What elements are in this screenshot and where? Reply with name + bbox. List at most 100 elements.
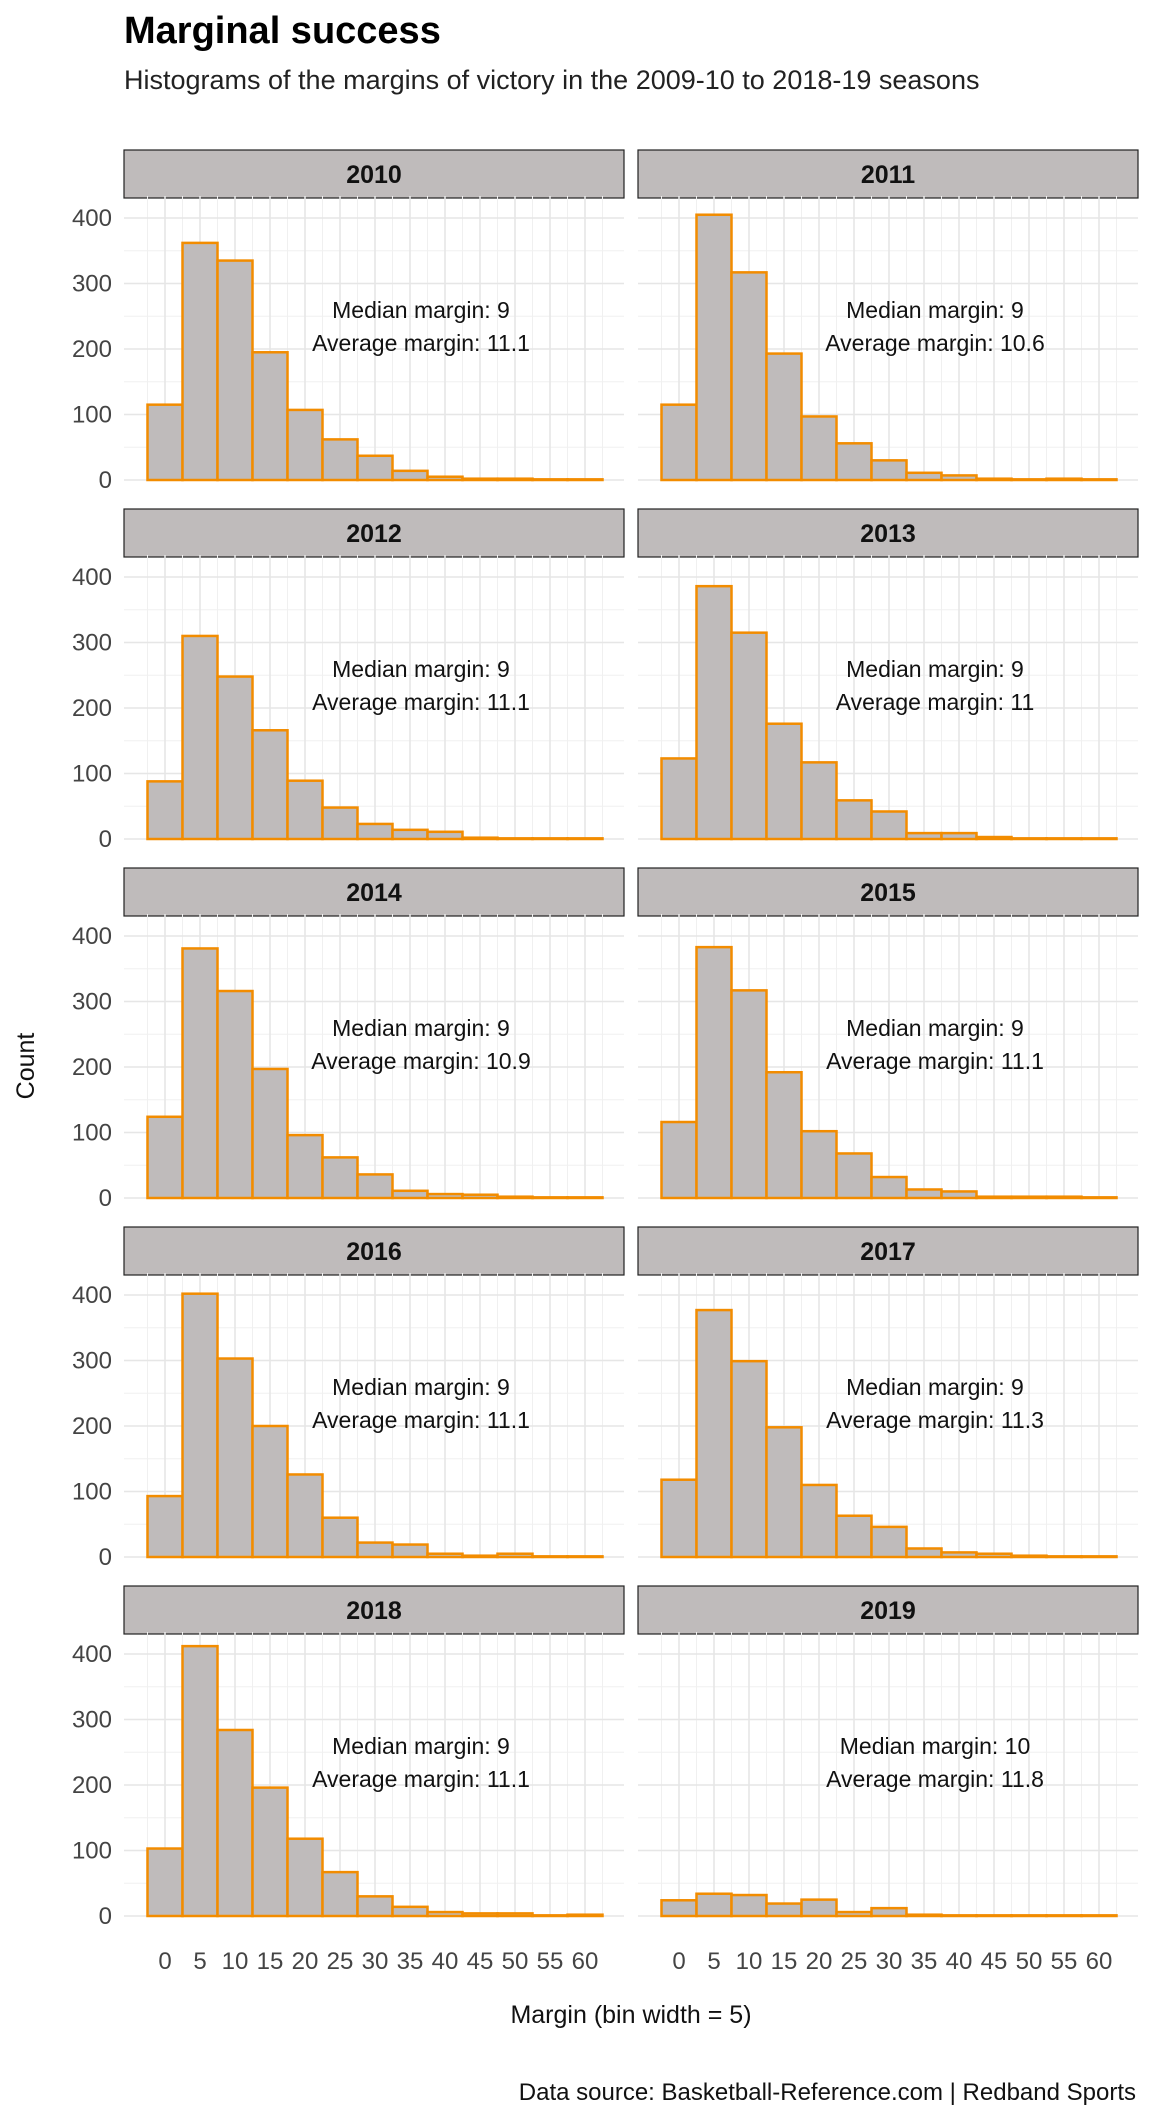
x-tick-label: 0 [158,1948,171,1975]
histogram-bar [356,1541,394,1559]
histogram-bar [975,1195,1013,1200]
y-tick-label: 100 [72,761,112,788]
y-tick-label: 100 [72,1120,112,1147]
y-tick-label: 0 [99,1544,112,1571]
histogram-bar [356,1895,394,1918]
histogram-bar [1045,1555,1083,1559]
histogram-bar [1080,1555,1118,1559]
x-tick-label: 60 [1086,1948,1113,1975]
histogram-bar [1010,1914,1048,1918]
histogram-bar [181,1292,219,1559]
histogram-bar [181,1644,219,1918]
x-tick-label: 25 [327,1948,354,1975]
histogram-bar [940,474,978,482]
y-tick-label: 100 [72,1838,112,1865]
histogram-bar [660,757,698,841]
histogram-bar [531,837,569,841]
histogram-bar [426,475,464,482]
histogram-bar [870,1525,908,1559]
y-tick-label: 400 [72,923,112,950]
histogram-bar [321,438,359,482]
y-tick-label: 300 [72,630,112,657]
histogram-bar [216,259,254,482]
y-tick-label: 200 [72,1772,112,1799]
histogram-bar [1080,837,1118,841]
histogram-bar [975,835,1013,841]
histogram-bar [660,403,698,482]
y-tick-label: 400 [72,564,112,591]
histogram-bar [321,806,359,841]
x-tick-label: 35 [911,1948,938,1975]
histogram-bar [660,1120,698,1200]
histogram-bar [940,1914,978,1918]
histogram-bar [835,799,873,841]
histogram-bar [251,351,289,482]
facet-strip-label: 2016 [346,1238,402,1266]
facet-strip-label: 2013 [860,520,916,548]
histogram-bar [356,822,394,841]
histogram-bar [870,1175,908,1200]
histogram-bar [1045,1914,1083,1918]
histogram-bar [286,1837,324,1918]
histogram-bar [251,729,289,841]
x-tick-label: 15 [257,1948,284,1975]
average-annotation: Average margin: 11.8 [826,1766,1044,1792]
histogram-bar [765,352,803,482]
histogram-bar [1080,1196,1118,1200]
histogram-bar [391,828,429,841]
x-tick-label: 5 [707,1948,720,1975]
x-tick-label: 25 [841,1948,868,1975]
histogram-bar [461,1554,499,1559]
histogram-bar [321,1516,359,1559]
histogram-bar [461,1912,499,1918]
histogram-bar [531,1914,569,1918]
histogram-bar [975,1914,1013,1918]
x-tick-label: 50 [1016,1948,1043,1975]
histogram-bar [496,1912,534,1918]
x-tick-label: 10 [222,1948,249,1975]
histogram-bar [146,780,184,841]
histogram-bar [321,1870,359,1918]
histogram-bar [765,1070,803,1200]
histogram-bar [800,415,838,482]
x-tick-label: 20 [292,1948,319,1975]
histogram-bar [730,631,768,841]
histogram-bar [251,1067,289,1200]
histogram-bar [1080,1914,1118,1918]
histogram-bar [181,241,219,482]
histogram-bar [1010,1554,1048,1559]
histogram-bar [391,1543,429,1559]
histogram-bar [940,1190,978,1200]
x-tick-label: 45 [981,1948,1008,1975]
facet-strip [123,508,625,558]
histogram-bar [461,477,499,482]
x-axis-title: Margin (bin width = 5) [510,2001,751,2029]
histogram-bar [870,1906,908,1918]
facet-strip [123,867,625,917]
facet-strip-label: 2011 [861,161,915,189]
facet-strip [123,1585,625,1635]
histogram-bar [146,1847,184,1918]
facet-strip [123,149,625,199]
histogram-bar [286,1473,324,1559]
histogram-bar [216,675,254,841]
facet-strip [637,149,1139,199]
x-tick-label: 0 [672,1948,685,1975]
histogram-bar [975,477,1013,482]
y-tick-label: 0 [99,826,112,853]
histogram-bar [566,1196,604,1200]
histogram-bar [1045,1195,1083,1200]
histogram-bar [835,1910,873,1918]
y-tick-label: 100 [72,1479,112,1506]
facet-panel-2016: 2016 0 100 200 300 400 Median margin: 9 Average… [72,1226,625,1571]
histogram-bar [835,1152,873,1200]
chart-subtitle: Histograms of the margins of victory in … [124,65,979,95]
x-tick-label: 50 [502,1948,529,1975]
facet-panel-2019: 2019 Median margin: 10 Average margin: 11.… [637,1585,1139,1975]
facet-strip [123,1226,625,1276]
y-tick-label: 0 [99,1185,112,1212]
facet-panel-2017: 2017 Median margin: 9 Average margin: 11.3 [637,1226,1139,1559]
histogram-bar [356,454,394,482]
histogram-bar [531,1196,569,1200]
histogram-bar [940,1551,978,1559]
